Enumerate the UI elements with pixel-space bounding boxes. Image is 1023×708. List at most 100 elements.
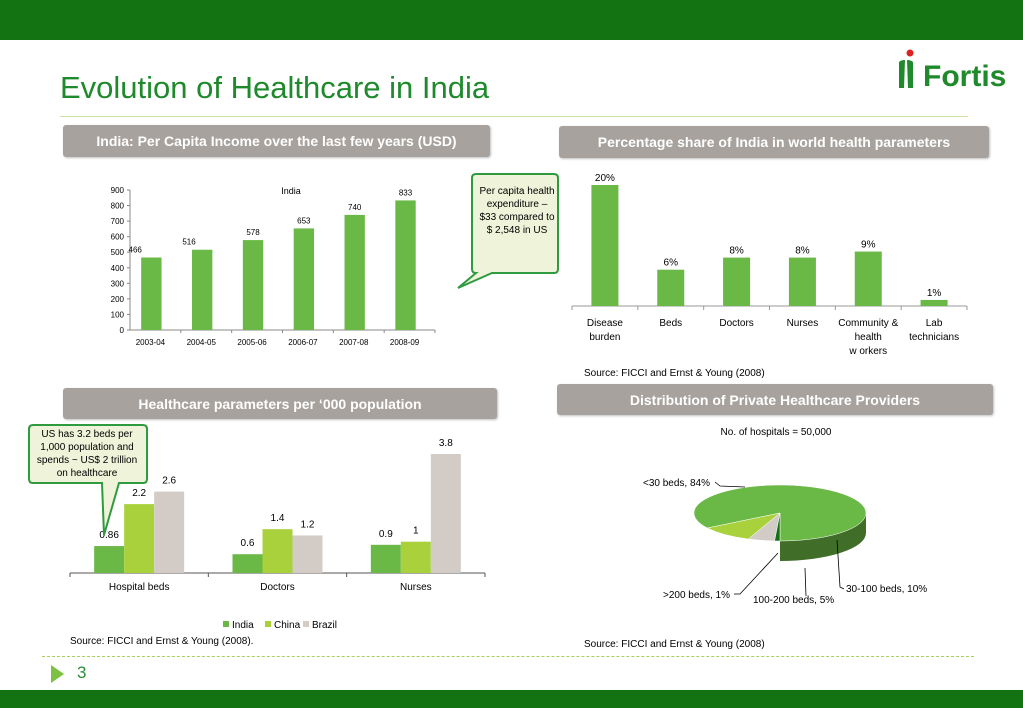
income-x-tick-label: 2006-07 bbox=[288, 338, 318, 347]
title-divider bbox=[60, 116, 968, 117]
share-bar-chart: 20% Disease burden 6% Beds 8% Doctors 8% Nurses 9… bbox=[571, 173, 968, 357]
share-bar bbox=[920, 299, 948, 306]
share-bar bbox=[723, 257, 751, 306]
params-bar-china bbox=[124, 504, 155, 573]
income-y-tick-label: 0 bbox=[120, 326, 125, 335]
footer-divider bbox=[42, 656, 974, 657]
fortis-logo: Fortis bbox=[899, 49, 1006, 93]
distribution-chart-header: Distribution of Private Healthcare Provi… bbox=[557, 384, 993, 415]
income-callout-shape bbox=[457, 173, 559, 289]
params-bar-india bbox=[232, 554, 263, 573]
share-x-tick-label: Beds bbox=[659, 318, 682, 329]
income-bar-chart: 0 100 200 300 400 500 600 700 800 900 466 2003-04 51… bbox=[111, 186, 436, 347]
params-legend-swatch-india bbox=[223, 621, 229, 627]
params-data-label: 1.2 bbox=[301, 519, 315, 530]
params-x-tick-label: Doctors bbox=[260, 582, 294, 593]
params-x-tick-label: Hospital beds bbox=[109, 582, 170, 593]
pie-leader-line bbox=[734, 552, 779, 595]
pie-slice-label: >200 beds, 1% bbox=[663, 590, 730, 601]
pie-slice-label: <30 beds, 84% bbox=[643, 478, 710, 489]
params-bar-brazil bbox=[292, 535, 323, 573]
page-number: 3 bbox=[77, 663, 87, 682]
income-chart-title: India bbox=[281, 186, 301, 196]
page-title: Evolution of Healthcare in India bbox=[60, 70, 490, 105]
params-bar-brazil bbox=[430, 454, 461, 573]
pie-leader-line bbox=[714, 481, 746, 488]
bottom-banner bbox=[0, 690, 1023, 708]
params-legend-label-india: India bbox=[232, 620, 254, 631]
pie-title: No. of hospitals = 50,000 bbox=[721, 427, 832, 438]
top-banner bbox=[0, 0, 1023, 40]
params-data-label: 1 bbox=[413, 526, 419, 537]
params-bar-china bbox=[400, 541, 431, 573]
params-data-label: 0.6 bbox=[241, 538, 255, 549]
share-x-tick-label: Lab bbox=[926, 318, 943, 329]
params-data-label: 0.9 bbox=[379, 529, 393, 540]
pie-leader-line bbox=[804, 567, 807, 597]
share-data-label: 8% bbox=[729, 246, 744, 257]
params-legend-swatch-china bbox=[265, 621, 271, 627]
logo-text: Fortis bbox=[923, 60, 1006, 93]
income-y-tick-label: 400 bbox=[111, 264, 125, 273]
income-y-tick-label: 500 bbox=[111, 248, 125, 257]
pie-slice-label: 30-100 beds, 10% bbox=[846, 584, 927, 595]
params-legend-swatch-brazil bbox=[303, 621, 309, 627]
income-bar bbox=[293, 228, 315, 330]
params-bar-china bbox=[262, 529, 293, 573]
params-legend-label-brazil: Brazil bbox=[312, 620, 337, 631]
income-y-tick-label: 600 bbox=[111, 233, 125, 242]
share-x-tick-label: technicians bbox=[909, 332, 959, 343]
income-data-label: 578 bbox=[246, 228, 260, 237]
share-x-tick-label: health bbox=[855, 332, 882, 343]
params-data-label: 1.4 bbox=[271, 513, 285, 524]
pie-slice-label: 100-200 beds, 5% bbox=[753, 595, 834, 606]
income-x-tick-label: 2004-05 bbox=[187, 338, 217, 347]
params-chart-header: Healthcare parameters per ‘000 populatio… bbox=[63, 388, 497, 419]
share-bar bbox=[788, 257, 816, 306]
income-data-label: 466 bbox=[129, 246, 143, 255]
income-bar bbox=[242, 240, 264, 330]
share-x-tick-label: w orkers bbox=[848, 346, 887, 357]
params-source: Source: FICCI and Ernst & Young (2008). bbox=[70, 636, 254, 647]
params-data-label: 2.6 bbox=[162, 476, 176, 487]
income-x-tick-label: 2003-04 bbox=[136, 338, 166, 347]
income-bar bbox=[344, 214, 365, 330]
params-data-label: 2.2 bbox=[132, 488, 146, 499]
params-bar-india bbox=[370, 544, 401, 573]
share-chart-header: Percentage share of India in world healt… bbox=[559, 126, 989, 158]
share-x-tick-label: burden bbox=[589, 332, 620, 343]
params-x-tick-label: Nurses bbox=[400, 582, 432, 593]
distribution-source: Source: FICCI and Ernst & Young (2008) bbox=[584, 639, 765, 650]
logo-dot-icon bbox=[906, 49, 914, 57]
params-callout-text: US has 3.2 beds per 1,000 population and… bbox=[36, 429, 138, 479]
income-y-tick-label: 100 bbox=[111, 310, 125, 319]
income-data-label: 833 bbox=[399, 188, 413, 197]
params-callout-shape bbox=[28, 424, 148, 536]
pie-leader-line bbox=[836, 539, 845, 590]
page-arrow-icon bbox=[51, 665, 64, 683]
income-data-label: 516 bbox=[182, 238, 196, 247]
income-x-tick-label: 2008-09 bbox=[390, 338, 420, 347]
income-x-tick-label: 2007-08 bbox=[339, 338, 369, 347]
params-legend-label-china: China bbox=[274, 620, 301, 631]
share-x-tick-label: Nurses bbox=[787, 318, 819, 329]
income-data-label: 740 bbox=[348, 203, 362, 212]
income-bar bbox=[192, 249, 213, 330]
params-data-label: 3.8 bbox=[439, 438, 453, 449]
pie-slice--200-beds bbox=[774, 512, 781, 542]
income-y-tick-label: 800 bbox=[111, 202, 125, 211]
share-bar bbox=[854, 251, 882, 306]
income-bar bbox=[395, 200, 416, 330]
params-data-label: 0.86 bbox=[99, 530, 119, 541]
share-data-label: 9% bbox=[861, 240, 876, 251]
income-x-tick-label: 2005-06 bbox=[237, 338, 267, 347]
share-x-tick-label: Community & bbox=[838, 318, 898, 329]
share-data-label: 1% bbox=[927, 288, 942, 299]
share-x-tick-label: Disease bbox=[587, 318, 624, 329]
share-x-tick-label: Doctors bbox=[719, 318, 753, 329]
params-bar-india bbox=[94, 546, 125, 573]
params-bar-chart: 0.86 2.2 2.6 Hospital beds 0.6 1.4 1.2 Doctors 0… bbox=[69, 438, 486, 631]
income-y-tick-label: 200 bbox=[111, 295, 125, 304]
income-y-tick-label: 900 bbox=[111, 186, 125, 195]
income-data-label: 653 bbox=[297, 216, 311, 225]
